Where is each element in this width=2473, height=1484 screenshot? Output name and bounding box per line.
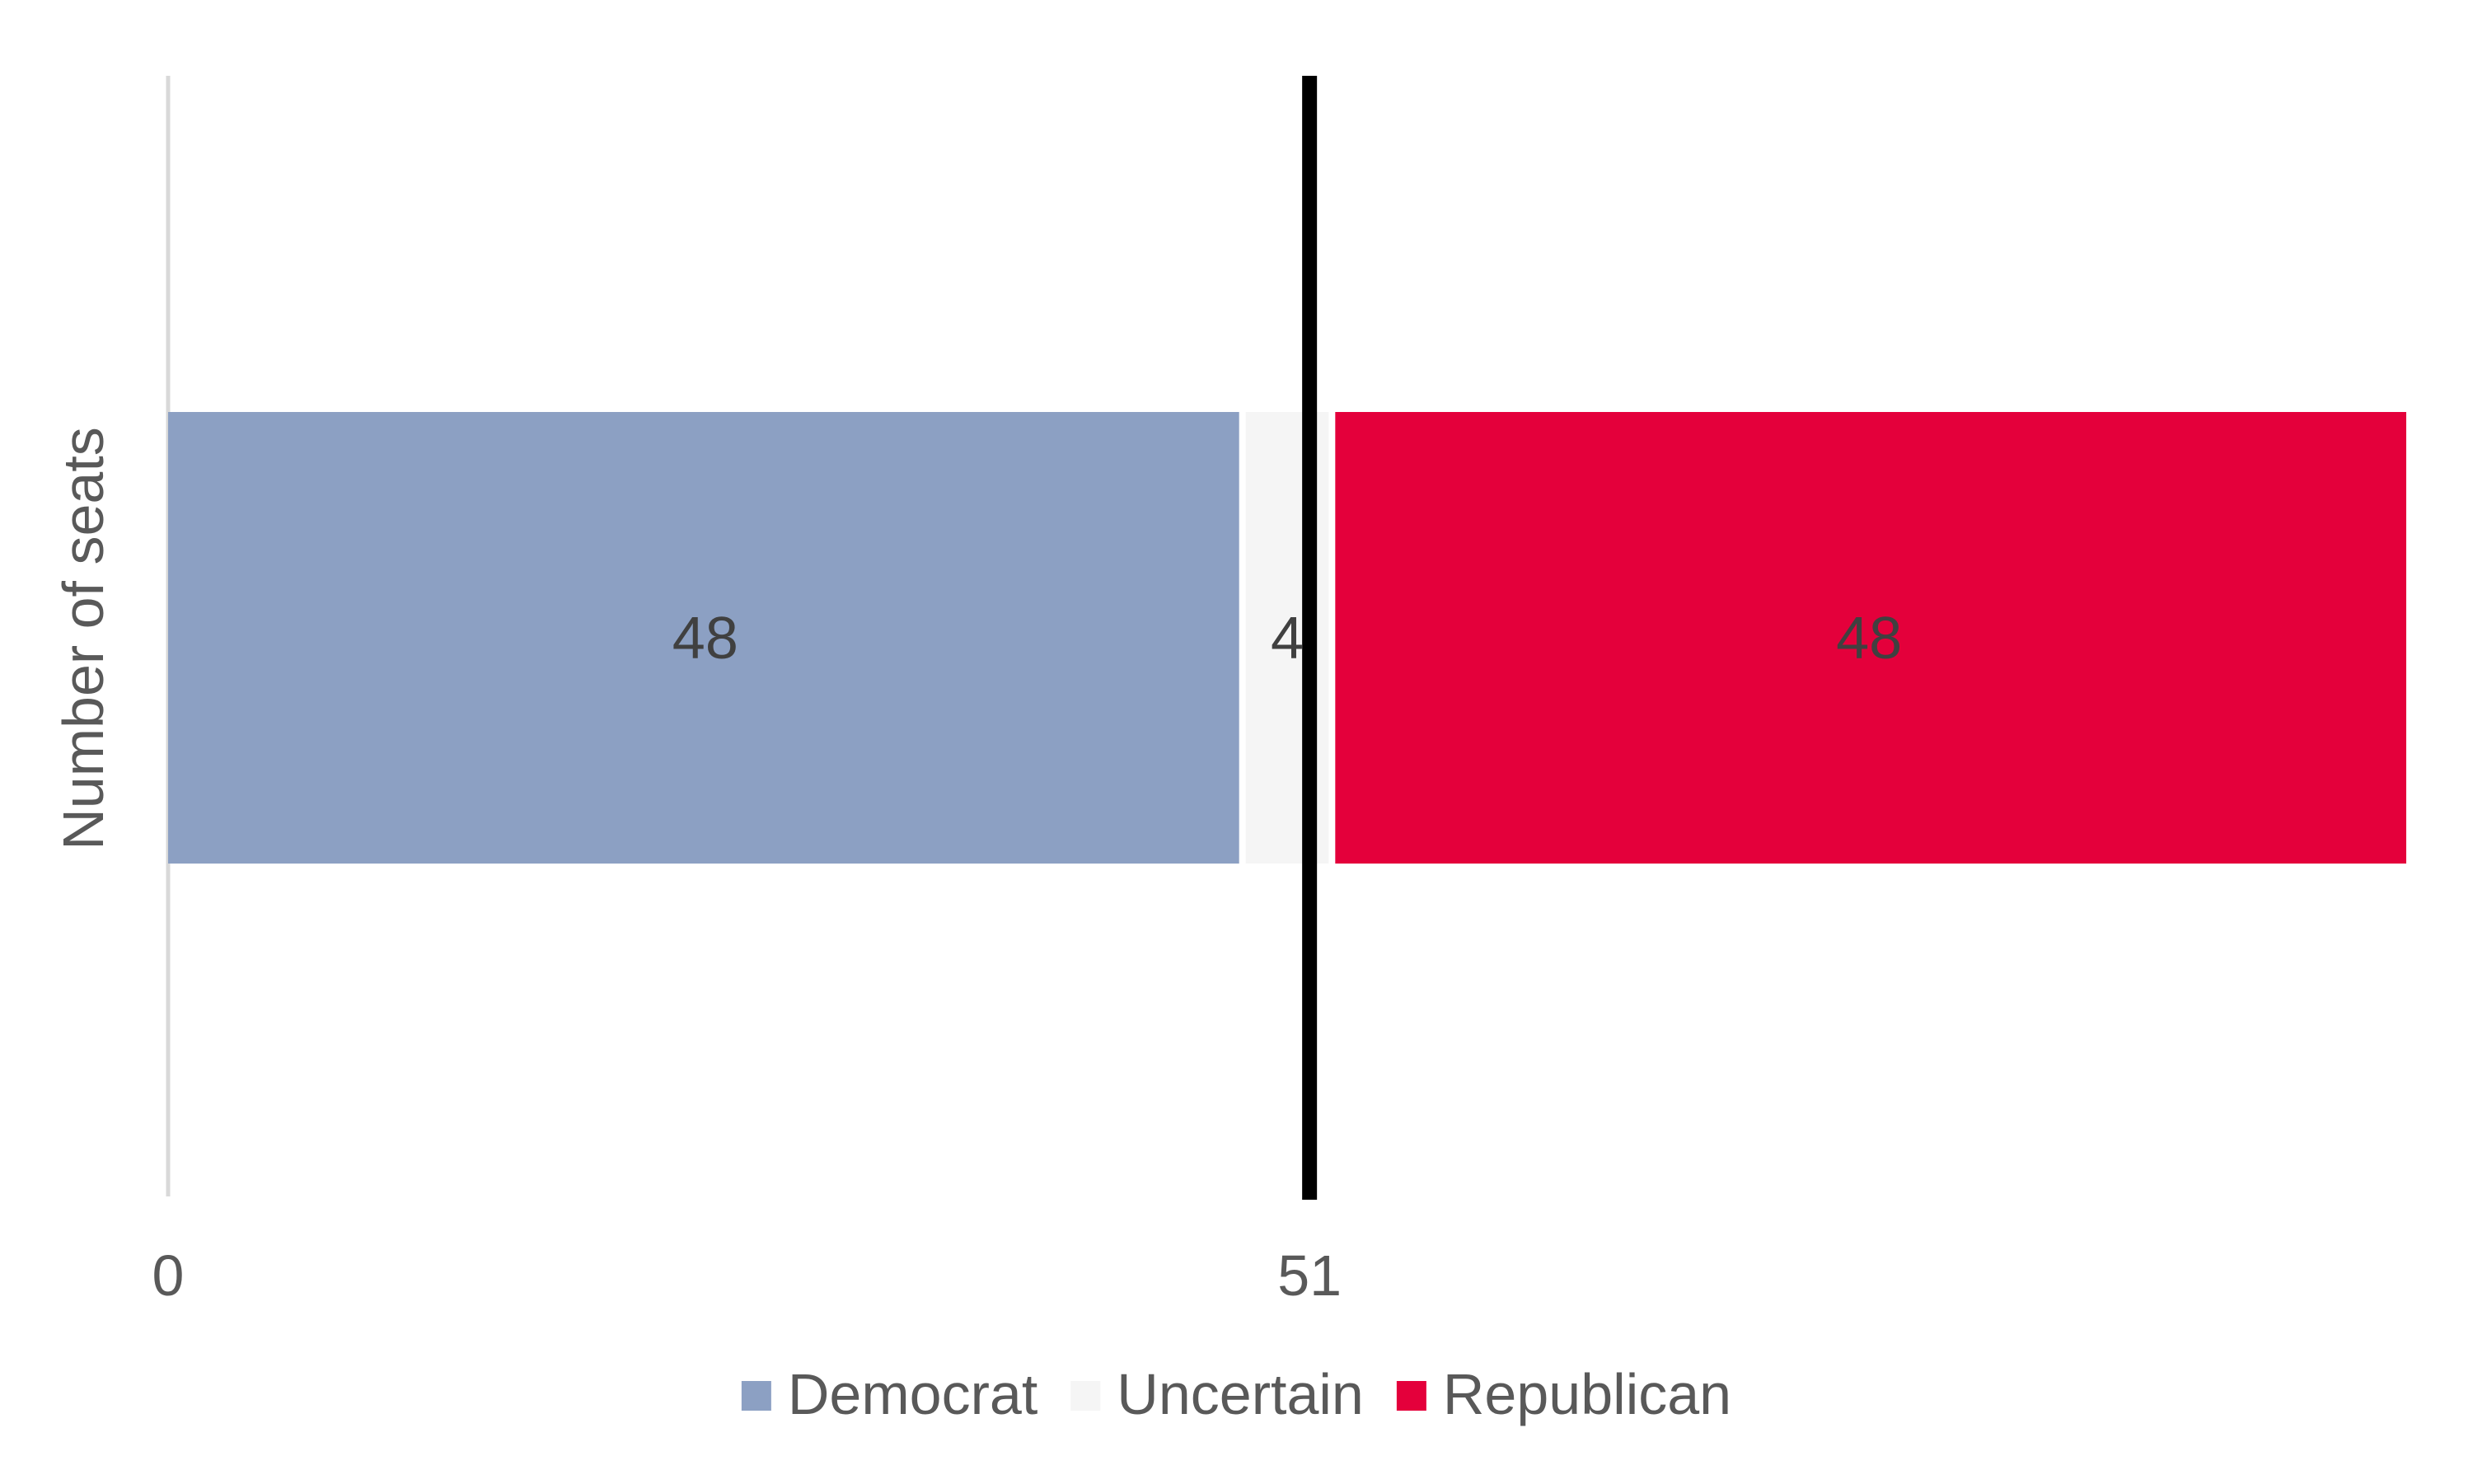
x-tick-label-group: 0 51 xyxy=(152,1243,1342,1308)
legend-item-republican: Republican xyxy=(1396,1362,1731,1426)
legend-swatch-democrat xyxy=(741,1381,771,1411)
x-tick-label-0: 0 xyxy=(152,1243,185,1308)
legend-label-republican: Republican xyxy=(1443,1362,1731,1426)
bar-group xyxy=(168,412,2406,864)
legend: Democrat Uncertain Republican xyxy=(741,1362,1731,1426)
data-label-uncertain: 4 xyxy=(1271,606,1304,672)
data-label-democrat: 48 xyxy=(672,606,738,672)
data-label-republican: 48 xyxy=(1836,606,1902,672)
legend-item-uncertain: Uncertain xyxy=(1070,1362,1364,1426)
data-label-group: 48 4 48 xyxy=(672,606,1902,672)
legend-swatch-republican xyxy=(1396,1381,1426,1411)
legend-item-democrat: Democrat xyxy=(741,1362,1037,1426)
legend-label-uncertain: Uncertain xyxy=(1117,1362,1364,1426)
legend-swatch-uncertain xyxy=(1070,1381,1101,1411)
x-tick-label-51: 51 xyxy=(1277,1243,1342,1308)
legend-label-democrat: Democrat xyxy=(788,1362,1037,1426)
y-axis-title: Number of seats xyxy=(51,427,115,850)
bar-republican xyxy=(1335,412,2406,864)
bar-democrat xyxy=(168,412,1239,864)
